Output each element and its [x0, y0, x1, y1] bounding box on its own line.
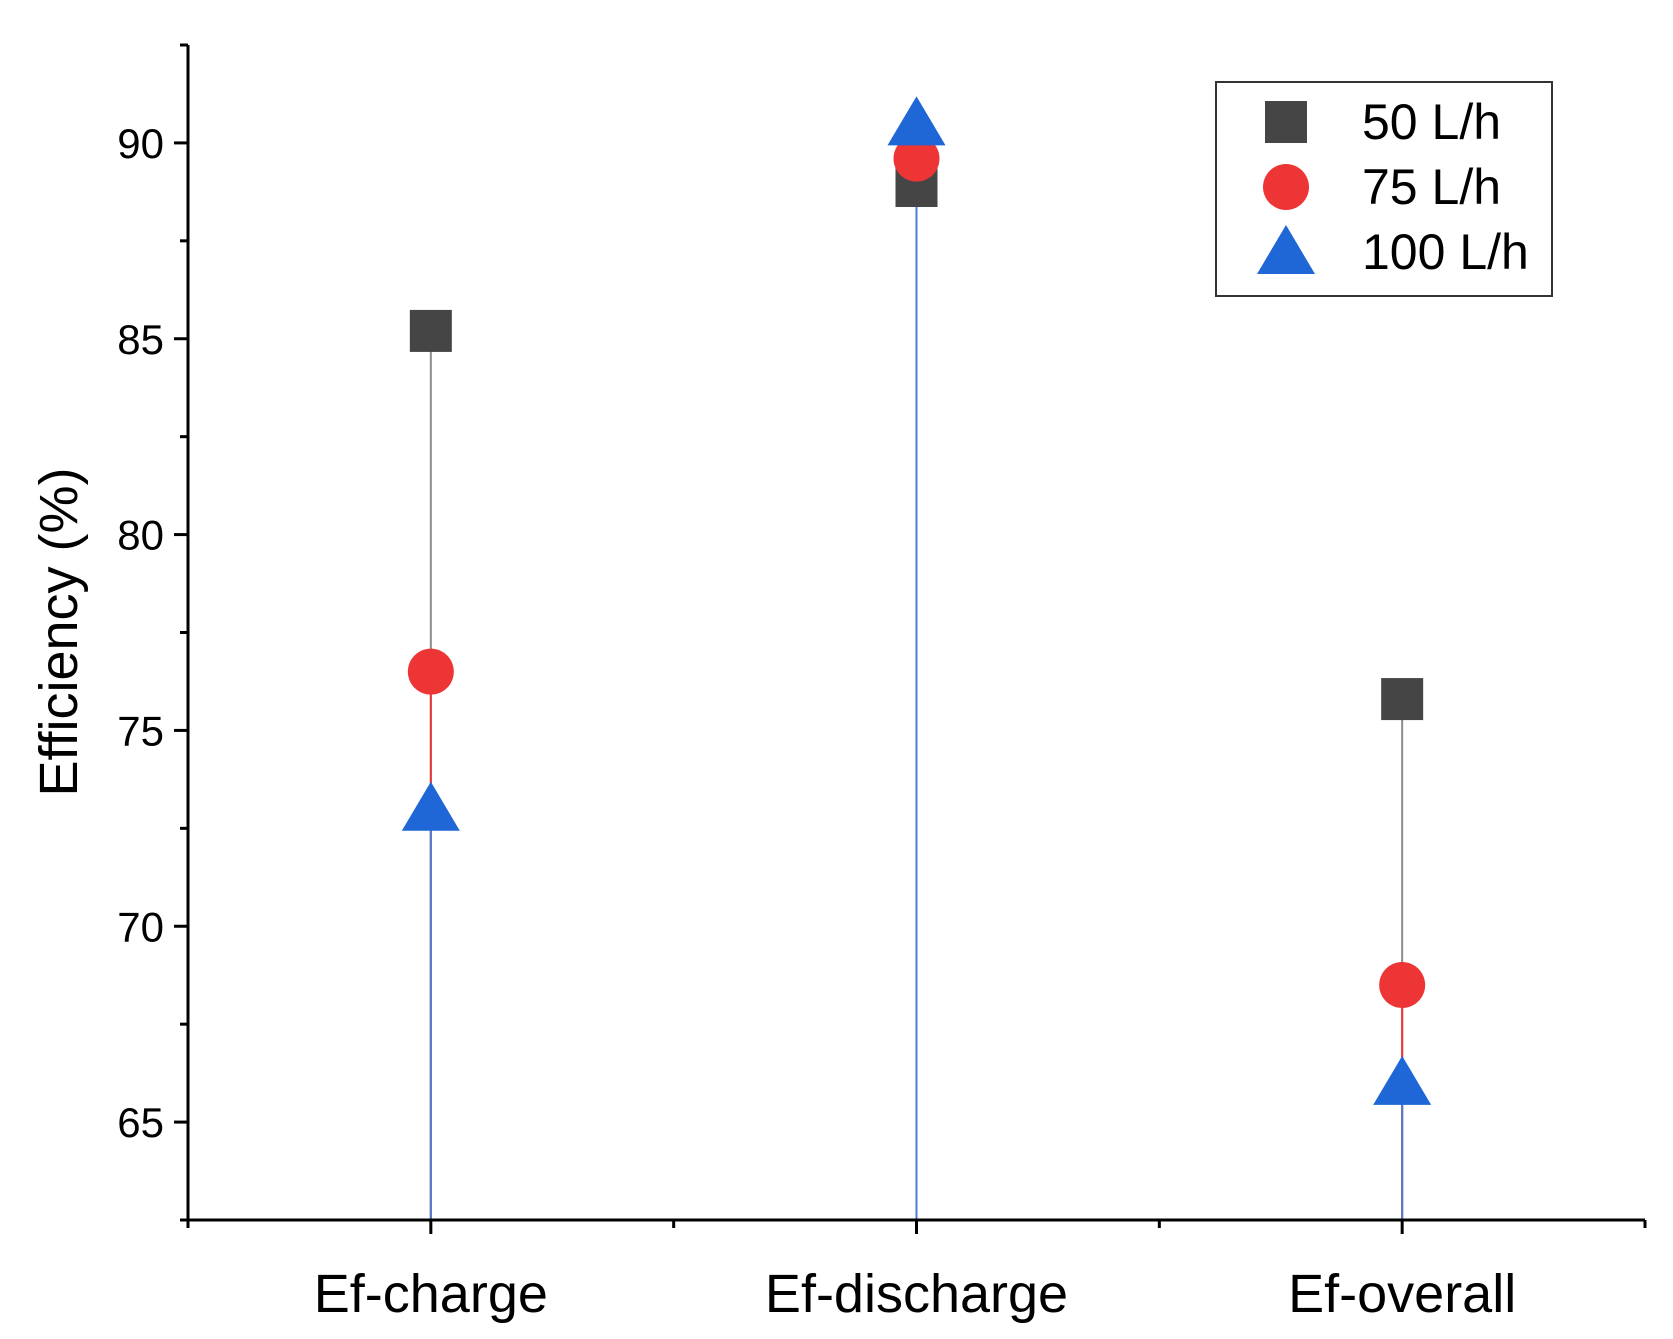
x-tick-label-ef-charge: Ef-charge	[314, 1264, 548, 1324]
legend-marker-50-l-h	[1265, 101, 1307, 143]
legend-marker-75-l-h	[1263, 164, 1309, 210]
point-50-l-h-ef-charge	[409, 309, 452, 352]
x-axis-ticks: Ef-charge Ef-discharge Ef-overall	[186, 1220, 1647, 1324]
point-75-l-h-ef-discharge	[893, 135, 940, 182]
legend-label-75-l-h: 75 L/h	[1362, 159, 1501, 215]
legend-marker-100-l-h	[1257, 225, 1315, 274]
point-50-l-h-ef-overall	[1381, 678, 1424, 721]
point-75-l-h-ef-charge	[407, 648, 454, 695]
y-tick-label: 75	[117, 707, 164, 754]
x-tick-label-ef-discharge: Ef-discharge	[765, 1264, 1068, 1324]
y-tick-label: 85	[117, 316, 164, 363]
drop-lines	[429, 123, 1404, 1220]
data-markers	[401, 96, 1432, 1105]
y-tick-label: 80	[117, 512, 164, 559]
point-100-l-h-ef-charge	[401, 781, 460, 831]
point-75-l-h-ef-overall	[1379, 962, 1426, 1008]
point-100-l-h-ef-discharge	[887, 96, 946, 146]
y-axis-label: Efficiency (%)	[29, 467, 89, 796]
point-100-l-h-ef-overall	[1373, 1055, 1432, 1105]
legend-label-50-l-h: 50 L/h	[1362, 94, 1501, 150]
y-tick-label: 65	[117, 1099, 164, 1146]
x-tick-label-ef-overall: Ef-overall	[1288, 1264, 1516, 1324]
y-tick-label: 70	[117, 903, 164, 950]
y-tick-label: 90	[117, 120, 164, 167]
legend: 50 L/h 75 L/h 100 L/h	[1215, 81, 1553, 297]
legend-label-100-l-h: 100 L/h	[1362, 224, 1529, 280]
y-axis-ticks: 65 70 75 80 85 90	[117, 43, 188, 1222]
